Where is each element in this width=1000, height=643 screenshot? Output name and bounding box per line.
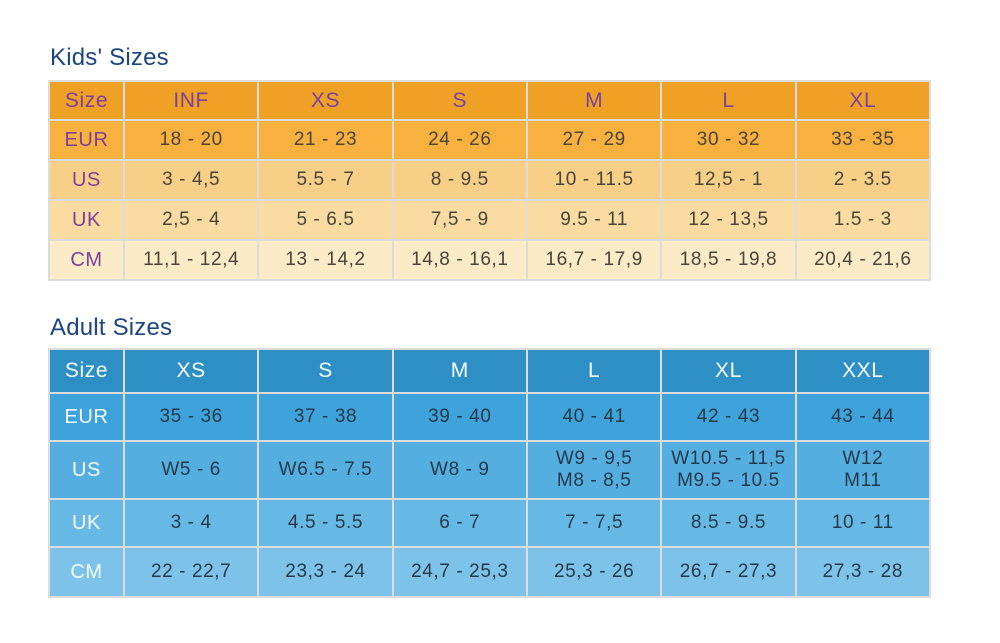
kids-header-row: Size INF XS S M L XL xyxy=(50,82,929,119)
adult-header-xxl: XXL xyxy=(796,350,929,392)
data-cell: 12 - 13,5 xyxy=(662,201,795,239)
adult-row-us: US W5 - 6 W6.5 - 7.5 W8 - 9 W9 - 9,5 M8 … xyxy=(50,442,929,498)
row-label-cm: CM xyxy=(50,548,123,596)
data-cell: 43 - 44 xyxy=(796,394,929,440)
data-cell: 4.5 - 5.5 xyxy=(259,500,392,546)
kids-header-inf: INF xyxy=(125,82,258,119)
data-cell: 7,5 - 9 xyxy=(393,201,526,239)
data-cell: 27,3 - 28 xyxy=(796,548,929,596)
data-cell: 39 - 40 xyxy=(393,394,526,440)
data-cell: 18,5 - 19,8 xyxy=(662,241,795,279)
kids-header-xl: XL xyxy=(796,82,929,119)
data-cell: 12,5 - 1 xyxy=(662,161,795,199)
data-cell: 27 - 29 xyxy=(527,121,661,159)
data-cell: 5 - 6.5 xyxy=(259,201,392,239)
kids-row-uk: UK 2,5 - 4 5 - 6.5 7,5 - 9 9.5 - 11 12 -… xyxy=(50,201,929,239)
data-cell: 3 - 4,5 xyxy=(125,161,258,199)
adult-row-eur: EUR 35 - 36 37 - 38 39 - 40 40 - 41 42 -… xyxy=(50,394,929,440)
row-label-cm: CM xyxy=(50,241,123,279)
data-cell: 8 - 9.5 xyxy=(393,161,526,199)
data-cell: 5.5 - 7 xyxy=(259,161,392,199)
adult-header-row: Size XS S M L XL XXL xyxy=(50,350,929,392)
data-cell: 25,3 - 26 xyxy=(527,548,661,596)
kids-sizes-title: Kids' Sizes xyxy=(50,44,169,71)
data-cell: 9.5 - 11 xyxy=(527,201,661,239)
kids-header-xs: XS xyxy=(259,82,392,119)
data-cell: 30 - 32 xyxy=(662,121,795,159)
row-label-us: US xyxy=(50,161,123,199)
data-cell: W10.5 - 11,5 M9.5 - 10.5 xyxy=(662,442,795,498)
adult-header-m: M xyxy=(393,350,526,392)
data-cell: 18 - 20 xyxy=(125,121,258,159)
adult-size-table: Size XS S M L XL XXL EUR 35 - 36 37 - 38… xyxy=(48,348,931,598)
data-cell: 10 - 11 xyxy=(796,500,929,546)
data-cell: 2,5 - 4 xyxy=(125,201,258,239)
row-label-eur: EUR xyxy=(50,394,123,440)
data-cell: 1.5 - 3 xyxy=(796,201,929,239)
kids-size-table: Size INF XS S M L XL EUR 18 - 20 21 - 23… xyxy=(48,80,931,281)
data-cell: 42 - 43 xyxy=(662,394,795,440)
data-cell: 23,3 - 24 xyxy=(259,548,392,596)
data-cell: 26,7 - 27,3 xyxy=(662,548,795,596)
data-cell: 2 - 3.5 xyxy=(796,161,929,199)
adult-row-cm: CM 22 - 22,7 23,3 - 24 24,7 - 25,3 25,3 … xyxy=(50,548,929,596)
data-cell: 33 - 35 xyxy=(796,121,929,159)
kids-header-size: Size xyxy=(50,82,123,119)
kids-header-m: M xyxy=(527,82,661,119)
data-cell: 8.5 - 9.5 xyxy=(662,500,795,546)
data-cell: 10 - 11.5 xyxy=(527,161,661,199)
data-cell: W6.5 - 7.5 xyxy=(259,442,392,498)
kids-row-cm: CM 11,1 - 12,4 13 - 14,2 14,8 - 16,1 16,… xyxy=(50,241,929,279)
row-label-uk: UK xyxy=(50,201,123,239)
data-cell: 40 - 41 xyxy=(527,394,661,440)
data-cell: 35 - 36 xyxy=(125,394,258,440)
data-cell: 13 - 14,2 xyxy=(259,241,392,279)
adult-header-xs: XS xyxy=(125,350,258,392)
data-cell: 24,7 - 25,3 xyxy=(393,548,526,596)
row-label-eur: EUR xyxy=(50,121,123,159)
data-cell: 7 - 7,5 xyxy=(527,500,661,546)
adult-header-s: S xyxy=(259,350,392,392)
data-cell: 37 - 38 xyxy=(259,394,392,440)
data-cell: W5 - 6 xyxy=(125,442,258,498)
data-cell: W9 - 9,5 M8 - 8,5 xyxy=(527,442,661,498)
data-cell: 20,4 - 21,6 xyxy=(796,241,929,279)
adult-header-size: Size xyxy=(50,350,123,392)
row-label-us: US xyxy=(50,442,123,498)
data-cell: 21 - 23 xyxy=(259,121,392,159)
kids-header-s: S xyxy=(393,82,526,119)
data-cell: 14,8 - 16,1 xyxy=(393,241,526,279)
adult-header-l: L xyxy=(527,350,661,392)
data-cell: W12 M11 xyxy=(796,442,929,498)
data-cell: 24 - 26 xyxy=(393,121,526,159)
data-cell: 3 - 4 xyxy=(125,500,258,546)
kids-row-eur: EUR 18 - 20 21 - 23 24 - 26 27 - 29 30 -… xyxy=(50,121,929,159)
data-cell: 22 - 22,7 xyxy=(125,548,258,596)
adult-header-xl: XL xyxy=(662,350,795,392)
adult-sizes-title: Adult Sizes xyxy=(50,314,173,341)
kids-header-l: L xyxy=(662,82,795,119)
kids-row-us: US 3 - 4,5 5.5 - 7 8 - 9.5 10 - 11.5 12,… xyxy=(50,161,929,199)
data-cell: 6 - 7 xyxy=(393,500,526,546)
data-cell: 16,7 - 17,9 xyxy=(527,241,661,279)
data-cell: 11,1 - 12,4 xyxy=(125,241,258,279)
row-label-uk: UK xyxy=(50,500,123,546)
data-cell: W8 - 9 xyxy=(393,442,526,498)
adult-row-uk: UK 3 - 4 4.5 - 5.5 6 - 7 7 - 7,5 8.5 - 9… xyxy=(50,500,929,546)
